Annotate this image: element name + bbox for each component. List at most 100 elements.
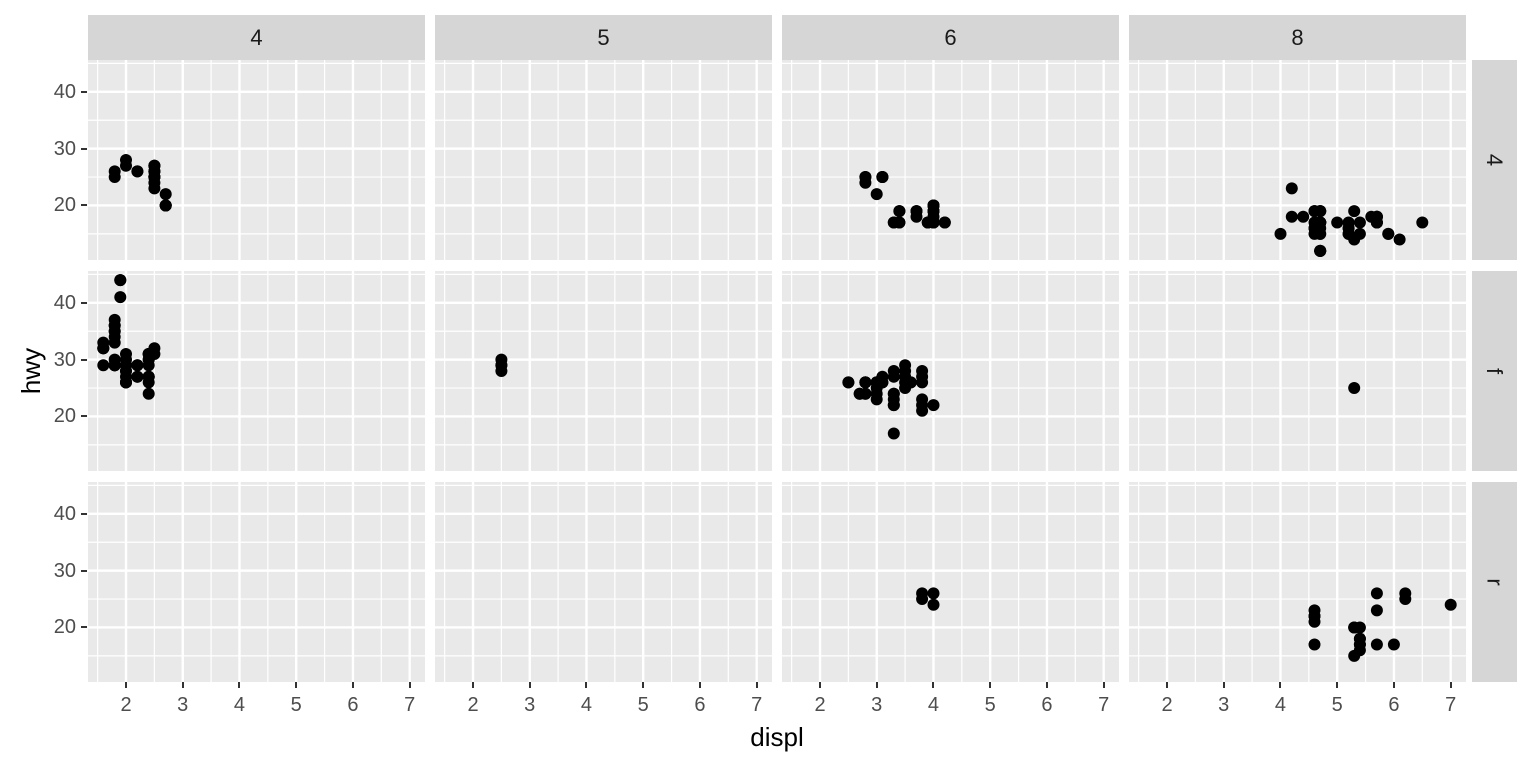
data-point (131, 370, 144, 383)
data-point (142, 359, 155, 372)
facet-strip-col-label: 6 (944, 24, 957, 50)
data-point (859, 176, 872, 189)
data-point (916, 365, 929, 377)
x-tick-mark (408, 682, 411, 688)
data-point (1353, 227, 1366, 240)
data-point (1348, 205, 1361, 218)
data-point (859, 376, 872, 389)
data-point (120, 359, 132, 372)
data-point (1342, 222, 1355, 235)
y-tick-label: 40 (53, 502, 76, 525)
data-point (893, 216, 906, 229)
data-point (916, 404, 929, 417)
facet-panel-6-r (782, 482, 1119, 682)
facet-strip-row-f: f (1472, 271, 1517, 471)
data-point (131, 165, 144, 178)
x-axis-title: displ (750, 722, 804, 752)
x-tick-mark (1102, 682, 1105, 688)
y-tick-label: 40 (53, 291, 76, 314)
data-point (1370, 604, 1383, 617)
facet-strip-col-label: 4 (250, 24, 263, 50)
facet-panel-4-4 (88, 60, 425, 260)
panel-background (1129, 60, 1466, 260)
facet-strip-col-8: 8 (1129, 15, 1466, 60)
data-point (120, 376, 132, 389)
data-point (1308, 610, 1321, 623)
data-point (1416, 216, 1429, 229)
x-tick-label: 4 (1274, 694, 1287, 716)
data-point (1353, 644, 1366, 657)
x-tick-mark (1045, 682, 1048, 688)
data-point (904, 376, 917, 389)
x-tick-label: 2 (467, 694, 479, 716)
data-point (142, 387, 155, 400)
y-tick-mark (81, 415, 87, 418)
data-point (1353, 621, 1366, 634)
panel-background (435, 482, 772, 682)
data-point (142, 348, 155, 360)
x-tick-mark (585, 682, 588, 688)
y-tick-label: 20 (53, 616, 76, 639)
data-point (108, 359, 121, 372)
panel-background (782, 482, 1119, 682)
y-tick-mark (81, 90, 87, 93)
data-point (97, 359, 110, 372)
facet-strip-row-4: 4 (1472, 60, 1517, 260)
x-tick-label: 7 (1098, 694, 1110, 716)
data-point (870, 376, 883, 389)
y-tick-label: 20 (53, 405, 76, 428)
data-point (1308, 638, 1321, 651)
y-tick-mark (81, 301, 87, 304)
x-tick-mark (238, 682, 241, 688)
facet-strip-col-5: 5 (435, 15, 772, 60)
panel-background (435, 271, 772, 471)
data-point (1370, 638, 1383, 651)
data-point (108, 313, 121, 326)
data-point (887, 427, 900, 440)
data-point (108, 336, 121, 349)
data-point (495, 353, 508, 366)
x-tick-mark (698, 682, 701, 688)
data-point (1348, 382, 1361, 394)
data-point (1331, 216, 1344, 229)
facet-panel-6-4 (782, 60, 1119, 260)
x-tick-label: 5 (290, 694, 302, 716)
y-tick-label: 30 (53, 137, 76, 160)
x-tick-mark (875, 682, 878, 688)
x-tick-mark (1166, 682, 1168, 688)
y-tick-mark (81, 204, 87, 207)
data-point (870, 188, 883, 201)
x-tick-mark (528, 682, 531, 688)
data-point (927, 587, 940, 600)
facet-strip-row-label: f (1482, 367, 1508, 375)
data-point (142, 370, 155, 383)
data-point (114, 274, 127, 287)
data-point (927, 199, 940, 212)
facet-panel-5-r (435, 482, 772, 682)
x-tick-mark (472, 682, 474, 688)
y-tick-label: 30 (53, 348, 76, 371)
panel-background (1129, 482, 1466, 682)
facet-panel-8-f (1129, 271, 1466, 471)
x-tick-mark (1222, 682, 1225, 688)
data-point (916, 593, 929, 605)
facet-strip-col-4: 4 (88, 15, 425, 60)
y-tick-mark (81, 512, 87, 515)
data-point (1314, 216, 1327, 229)
x-tick-label: 5 (1331, 694, 1343, 716)
facet-strip-col-label: 8 (1291, 24, 1304, 50)
data-point (108, 325, 121, 338)
data-point (1382, 227, 1395, 240)
y-tick-label: 30 (53, 559, 76, 582)
x-tick-mark (819, 682, 821, 688)
x-tick-label: 7 (751, 694, 763, 716)
x-tick-mark (642, 682, 645, 688)
x-tick-mark (1449, 682, 1452, 688)
data-point (887, 393, 900, 406)
data-point (1314, 244, 1327, 257)
panel-background (435, 60, 772, 260)
facet-panel-8-4 (1129, 60, 1466, 260)
x-tick-label: 6 (1041, 694, 1053, 716)
facet-panel-5-f (435, 271, 772, 471)
data-point (938, 216, 951, 229)
